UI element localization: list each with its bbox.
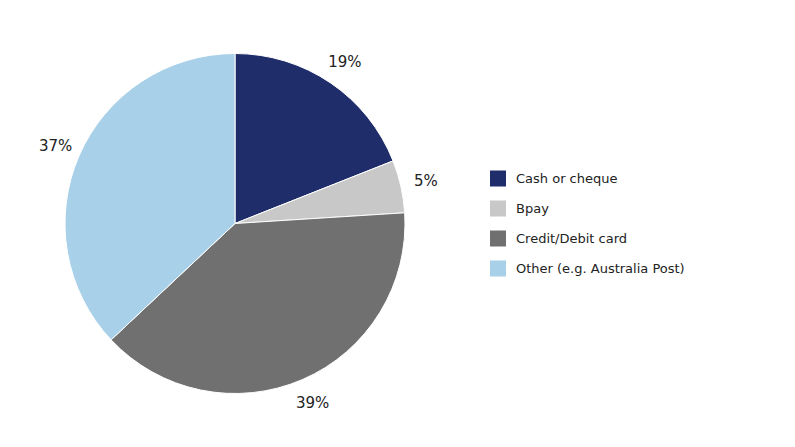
legend-swatch: [490, 231, 506, 247]
data-label: 39%: [296, 394, 329, 412]
data-label: 19%: [328, 53, 361, 71]
background: [0, 0, 795, 447]
legend-swatch: [490, 261, 506, 277]
legend-label: Credit/Debit card: [516, 231, 627, 246]
chart: 19% 5% 39% 37% Cash or cheque Bpay Credit/Debi…: [0, 0, 795, 447]
legend-label: Other (e.g. Australia Post): [516, 261, 685, 276]
legend-label: Cash or cheque: [516, 171, 618, 186]
slice: [65, 53, 235, 339]
chart-container: 19% 5% 39% 37% Cash or cheque Bpay Credit/Debi…: [0, 0, 795, 447]
legend-swatch: [490, 201, 506, 217]
data-labels: 19% 5% 39% 37%: [39, 53, 438, 412]
data-label: 37%: [39, 137, 72, 155]
data-label: 5%: [414, 172, 438, 190]
slices: [65, 53, 405, 393]
legend: Cash or cheque Bpay Credit/Debit card Other…: [490, 171, 685, 277]
legend-label: Bpay: [516, 201, 549, 216]
legend-swatch: [490, 171, 506, 187]
